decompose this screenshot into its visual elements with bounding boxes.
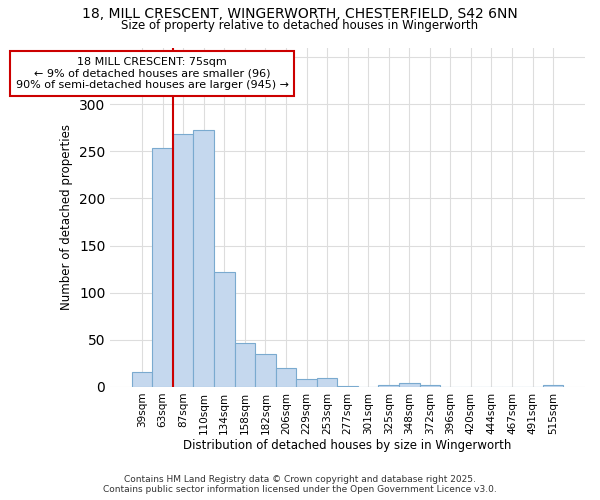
- Y-axis label: Number of detached properties: Number of detached properties: [61, 124, 73, 310]
- Bar: [543, 385, 563, 387]
- Bar: [296, 380, 317, 387]
- Bar: [255, 354, 275, 387]
- Bar: [419, 385, 440, 387]
- X-axis label: Distribution of detached houses by size in Wingerworth: Distribution of detached houses by size …: [184, 440, 512, 452]
- Bar: [275, 368, 296, 387]
- Text: 18 MILL CRESCENT: 75sqm
← 9% of detached houses are smaller (96)
90% of semi-det: 18 MILL CRESCENT: 75sqm ← 9% of detached…: [16, 57, 289, 90]
- Bar: [235, 342, 255, 387]
- Text: 18, MILL CRESCENT, WINGERWORTH, CHESTERFIELD, S42 6NN: 18, MILL CRESCENT, WINGERWORTH, CHESTERF…: [82, 8, 518, 22]
- Bar: [152, 148, 173, 387]
- Bar: [317, 378, 337, 387]
- Bar: [399, 383, 419, 387]
- Text: Size of property relative to detached houses in Wingerworth: Size of property relative to detached ho…: [121, 18, 479, 32]
- Bar: [337, 386, 358, 387]
- Bar: [173, 134, 193, 387]
- Text: Contains HM Land Registry data © Crown copyright and database right 2025.
Contai: Contains HM Land Registry data © Crown c…: [103, 474, 497, 494]
- Bar: [379, 385, 399, 387]
- Bar: [193, 130, 214, 387]
- Bar: [132, 372, 152, 387]
- Bar: [214, 272, 235, 387]
